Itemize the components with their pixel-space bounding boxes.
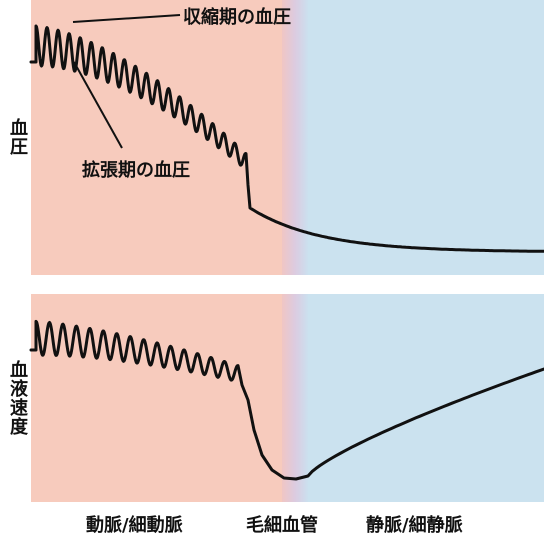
diastolic-pointer-line xyxy=(73,61,123,149)
bottom-vein-region xyxy=(308,294,544,502)
velocity-axis-label: 血液速度 xyxy=(7,360,28,436)
bottom-panel xyxy=(29,294,544,502)
pressure-axis-label: 血圧 xyxy=(7,118,28,156)
top-vein-region xyxy=(308,0,544,275)
top-panel xyxy=(29,0,544,275)
systolic-pointer-line xyxy=(72,14,181,23)
diastolic-pressure-label: 拡張期の血圧 xyxy=(82,160,190,181)
blood-velocity-curve xyxy=(29,319,544,481)
systolic-pressure-label: 収縮期の血圧 xyxy=(183,7,291,28)
bottom-artery-region xyxy=(31,294,282,502)
vein-region-label: 静脈/細静脈 xyxy=(366,515,463,536)
top-capillary-region xyxy=(282,0,308,275)
bottom-capillary-region xyxy=(282,294,308,502)
capillary-region-label: 毛細血管 xyxy=(246,515,318,536)
top-artery-region xyxy=(31,0,282,275)
artery-region-label: 動脈/細動脈 xyxy=(86,515,183,536)
blood-pressure-curve xyxy=(29,24,544,253)
